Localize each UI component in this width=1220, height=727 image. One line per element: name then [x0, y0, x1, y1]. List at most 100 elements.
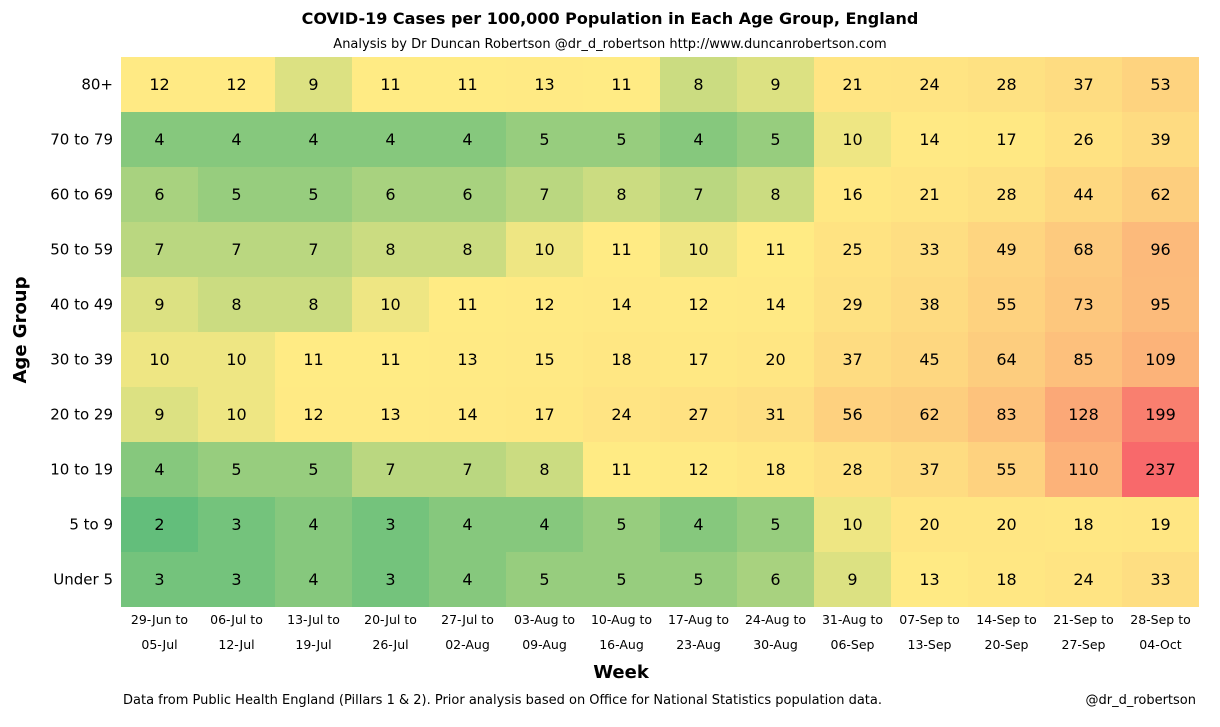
- heatmap-cell: [198, 57, 275, 112]
- heatmap-cell: [1045, 57, 1122, 112]
- column-label-end: 12-Jul: [218, 637, 254, 652]
- heatmap-cell: [121, 167, 198, 222]
- cell-value: 68: [1073, 240, 1093, 259]
- cell-value: 14: [765, 295, 785, 314]
- heatmap-cell: [198, 112, 275, 167]
- heatmap-cell: [660, 497, 737, 552]
- cell-value: 45: [919, 350, 939, 369]
- cell-value: 37: [1073, 75, 1093, 94]
- row-label: 30 to 39: [50, 351, 113, 369]
- cell-value: 110: [1068, 460, 1099, 479]
- cell-value: 4: [385, 130, 395, 149]
- heatmap-cell: [1045, 497, 1122, 552]
- heatmap-cell: [121, 387, 198, 442]
- heatmap-cell: [198, 167, 275, 222]
- cell-value: 4: [462, 515, 472, 534]
- heatmap-cell: [506, 552, 583, 607]
- column-label-end: 02-Aug: [445, 637, 490, 652]
- cell-value: 18: [611, 350, 631, 369]
- heatmap-cell: [352, 167, 429, 222]
- heatmap-cell: [814, 387, 891, 442]
- heatmap-cell: [429, 222, 506, 277]
- cell-value: 8: [770, 185, 780, 204]
- column-label-start: 06-Jul to: [210, 612, 263, 627]
- heatmap-cell: [1045, 442, 1122, 497]
- cell-value: 11: [611, 75, 631, 94]
- cell-value: 8: [385, 240, 395, 259]
- heatmap-cell: [429, 552, 506, 607]
- row-label: 5 to 9: [69, 516, 113, 534]
- heatmap-cell: [737, 332, 814, 387]
- heatmap-cell: [737, 57, 814, 112]
- column-label-start: 21-Sep to: [1053, 612, 1114, 627]
- heatmap-cell: [660, 167, 737, 222]
- heatmap-cell: [737, 277, 814, 332]
- column-label-start: 20-Jul to: [364, 612, 417, 627]
- heatmap-cell: [429, 497, 506, 552]
- cell-value: 14: [457, 405, 477, 424]
- cell-value: 8: [231, 295, 241, 314]
- heatmap-cell: [506, 167, 583, 222]
- heatmap-cell: [814, 277, 891, 332]
- cell-value: 33: [919, 240, 939, 259]
- cell-value: 17: [688, 350, 708, 369]
- heatmap-cell: [121, 332, 198, 387]
- heatmap-cell: [583, 332, 660, 387]
- heatmap-cell: [891, 277, 968, 332]
- cell-value: 7: [385, 460, 395, 479]
- cell-value: 6: [154, 185, 164, 204]
- heatmap-cell: [1122, 552, 1199, 607]
- cell-value: 18: [765, 460, 785, 479]
- heatmap-cell: [814, 497, 891, 552]
- cell-value: 64: [996, 350, 1016, 369]
- heatmap-cell: [891, 552, 968, 607]
- cell-value: 18: [996, 570, 1016, 589]
- cell-value: 4: [462, 570, 472, 589]
- column-label-end: 13-Sep: [908, 637, 952, 652]
- cell-value: 9: [770, 75, 780, 94]
- heatmap-cell: [737, 442, 814, 497]
- heatmap-cell: [1122, 442, 1199, 497]
- heatmap-cell: [506, 442, 583, 497]
- heatmap-cell: [1122, 387, 1199, 442]
- row-label: 10 to 19: [50, 461, 113, 479]
- cell-value: 2: [154, 515, 164, 534]
- cell-value: 15: [534, 350, 554, 369]
- heatmap-cell: [121, 497, 198, 552]
- heatmap-cell: [352, 552, 429, 607]
- heatmap-cell: [198, 332, 275, 387]
- heatmap-cell: [583, 57, 660, 112]
- heatmap-cell: [275, 222, 352, 277]
- cell-value: 24: [919, 75, 939, 94]
- cell-value: 4: [539, 515, 549, 534]
- heatmap-cell: [198, 497, 275, 552]
- cell-value: 7: [693, 185, 703, 204]
- heatmap-cell: [1045, 387, 1122, 442]
- heatmap-cell: [1122, 222, 1199, 277]
- cell-value: 5: [231, 460, 241, 479]
- cell-value: 13: [457, 350, 477, 369]
- cell-value: 5: [539, 130, 549, 149]
- cell-value: 10: [226, 405, 246, 424]
- cell-value: 95: [1150, 295, 1170, 314]
- heatmap-cell: [660, 332, 737, 387]
- heatmap-cell: [1122, 112, 1199, 167]
- heatmap-cell: [1122, 57, 1199, 112]
- cell-value: 55: [996, 460, 1016, 479]
- cell-value: 85: [1073, 350, 1093, 369]
- cell-value: 7: [308, 240, 318, 259]
- x-axis-title: Week: [593, 662, 650, 683]
- cell-value: 11: [457, 75, 477, 94]
- cell-value: 10: [149, 350, 169, 369]
- cell-value: 10: [534, 240, 554, 259]
- heatmap-cell: [198, 387, 275, 442]
- cell-value: 62: [919, 405, 939, 424]
- heatmap-cell: [737, 387, 814, 442]
- heatmap-cell: [506, 57, 583, 112]
- heatmap-cell: [429, 332, 506, 387]
- heatmap-cell: [1045, 167, 1122, 222]
- heatmap-cell: [660, 552, 737, 607]
- cell-value: 3: [154, 570, 164, 589]
- heatmap-cell: [198, 442, 275, 497]
- cell-value: 12: [688, 460, 708, 479]
